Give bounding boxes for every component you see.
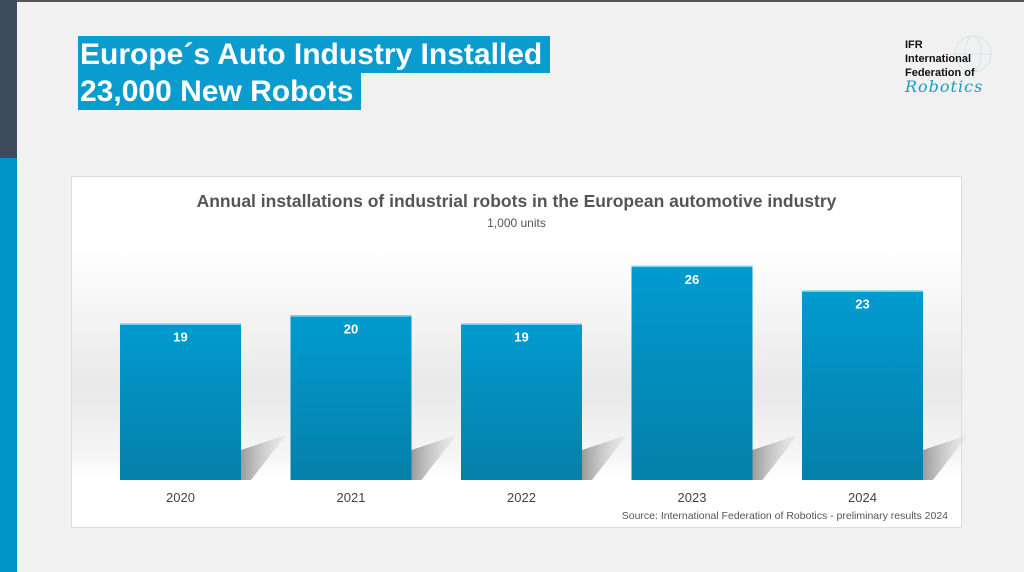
x-tick-label: 2023 [678, 490, 707, 505]
data-label: 19 [173, 330, 187, 345]
bar-shadow [411, 435, 457, 480]
title-line-2: 23,000 New Robots [78, 73, 362, 110]
data-label: 20 [344, 321, 358, 336]
bar-shadow [752, 435, 798, 480]
x-tick-label: 2024 [848, 490, 877, 505]
chart-subtitle: 1,000 units [487, 216, 546, 230]
bar-2020 [120, 323, 241, 480]
data-label: 26 [685, 272, 699, 287]
x-tick-label: 2020 [166, 490, 195, 505]
bar-2021 [290, 315, 412, 480]
side-strip-blue [0, 158, 17, 572]
globe-logo-icon [954, 35, 992, 73]
x-tick-label: 2021 [337, 490, 366, 505]
data-label: 23 [855, 297, 869, 312]
bar-2023 [631, 265, 753, 480]
x-tick-label: 2022 [507, 490, 536, 505]
bar-shadow [923, 435, 968, 480]
title-line-1: Europe´s Auto Industry Installed [78, 36, 551, 73]
logo-ifr: IFR [905, 39, 923, 51]
chart-title: Annual installations of industrial robot… [196, 191, 837, 211]
side-strip-dark [0, 0, 17, 158]
bar-shadow [582, 435, 627, 480]
data-label: 19 [514, 330, 528, 345]
chart-source: Source: International Federation of Robo… [621, 510, 948, 522]
logo-federation: Federation of [905, 67, 975, 79]
bar-2024 [802, 290, 923, 480]
bar-shadow [241, 435, 286, 480]
ifr-logo: IFR International Federation of Robotics [905, 38, 984, 96]
slide-title: Europe´s Auto Industry Installed 23,000 … [78, 36, 551, 110]
top-border [0, 0, 1024, 2]
logo-international: International [905, 53, 972, 65]
bar-2022 [461, 323, 582, 480]
logo-robotics: Robotics [905, 77, 984, 96]
